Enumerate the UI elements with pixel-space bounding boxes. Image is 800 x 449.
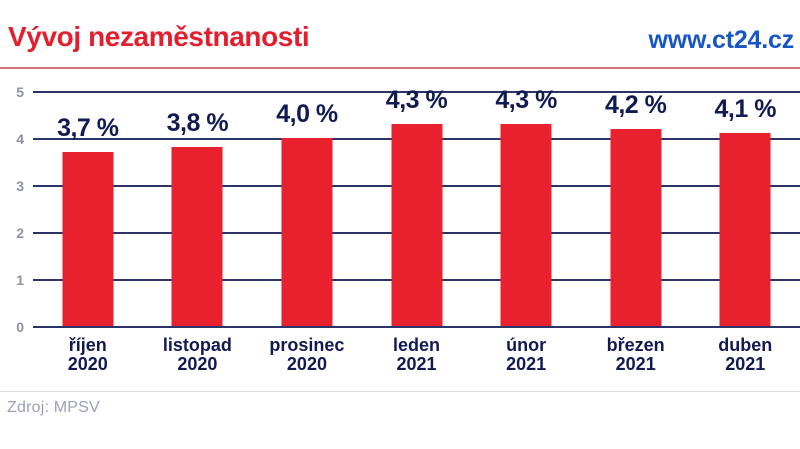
x-axis-category-line: 2021 bbox=[396, 354, 437, 374]
gridline bbox=[33, 326, 800, 328]
x-axis-category-line: prosinec bbox=[269, 335, 345, 355]
y-axis-label: 0 bbox=[16, 319, 24, 335]
x-axis-category: březen 2021 bbox=[581, 336, 691, 374]
x-axis-category: leden 2021 bbox=[362, 336, 472, 374]
bar-value-label: 4,3 % bbox=[385, 85, 448, 114]
bar bbox=[500, 123, 552, 326]
bar-slot: 4,0 % bbox=[252, 93, 362, 328]
bar-slot: 4,3 % bbox=[471, 86, 581, 328]
bar-slot: 3,8 % bbox=[143, 93, 253, 328]
x-axis-category-line: 2020 bbox=[177, 354, 218, 374]
x-axis-category-line: 2021 bbox=[506, 354, 547, 374]
bar-slot: 4,3 % bbox=[362, 86, 472, 328]
x-axis-category: listopad 2020 bbox=[143, 336, 253, 374]
x-axis-category-line: leden bbox=[393, 335, 441, 355]
x-axis-category-line: listopad bbox=[162, 335, 232, 355]
source-label: Zdroj: MPSV bbox=[7, 399, 100, 416]
bar bbox=[171, 147, 223, 326]
x-axis-category-line: 2020 bbox=[286, 354, 327, 374]
x-axis-category-line: březen bbox=[606, 335, 665, 355]
x-axis-category: duben 2021 bbox=[690, 336, 800, 374]
header-divider bbox=[0, 67, 800, 69]
bar-slot: 4,1 % bbox=[690, 93, 800, 328]
footer-divider bbox=[0, 391, 800, 392]
x-axis-category-line: únor bbox=[506, 335, 547, 355]
y-axis-label: 3 bbox=[16, 178, 24, 194]
bar bbox=[281, 138, 333, 326]
x-axis-category: prosinec 2020 bbox=[252, 336, 362, 374]
bar-slot: 4,2 % bbox=[581, 90, 691, 328]
bar-value-label: 4,1 % bbox=[714, 95, 777, 124]
page-title: Vývoj nezaměstnanosti bbox=[8, 21, 310, 52]
y-axis-label: 4 bbox=[16, 131, 24, 147]
bar-slot: 3,7 % bbox=[33, 93, 143, 328]
plot-area: 0 1 2 3 4 5 3,7 % 3,8 % 4,0 % 4,3 % 4,3 % 4,2 % 4,1… bbox=[0, 84, 800, 335]
bar-value-label: 4,0 % bbox=[276, 100, 338, 128]
bar bbox=[391, 123, 443, 326]
gridline bbox=[33, 91, 800, 93]
x-axis-category-line: 2021 bbox=[615, 354, 656, 374]
bar-value-label: 3,8 % bbox=[166, 109, 229, 138]
bar-value-label: 4,2 % bbox=[604, 90, 667, 119]
x-axis-category-line: říjen bbox=[68, 335, 107, 355]
y-axis-label: 2 bbox=[16, 225, 24, 241]
y-axis-label: 1 bbox=[16, 272, 24, 288]
x-axis-labels: říjen 2020 listopad 2020 prosinec 2020 leden 20… bbox=[33, 336, 800, 374]
bar bbox=[610, 128, 662, 326]
x-axis-category-line: 2021 bbox=[725, 354, 766, 374]
bar bbox=[62, 152, 114, 326]
x-axis-category-line: 2020 bbox=[67, 354, 108, 374]
bar-value-label: 3,7 % bbox=[57, 114, 119, 143]
bar-value-label: 4,3 % bbox=[495, 85, 557, 114]
x-axis-category: únor 2021 bbox=[471, 336, 581, 374]
y-axis-label: 5 bbox=[16, 84, 24, 100]
x-axis-category: říjen 2020 bbox=[33, 336, 143, 374]
bar bbox=[719, 133, 771, 326]
bars-layer: 3,7 % 3,8 % 4,0 % 4,3 % 4,3 % 4,2 % 4,1 % bbox=[33, 86, 800, 328]
site-link[interactable]: www.ct24.cz bbox=[648, 26, 794, 54]
x-axis-category-line: duben bbox=[718, 335, 773, 355]
